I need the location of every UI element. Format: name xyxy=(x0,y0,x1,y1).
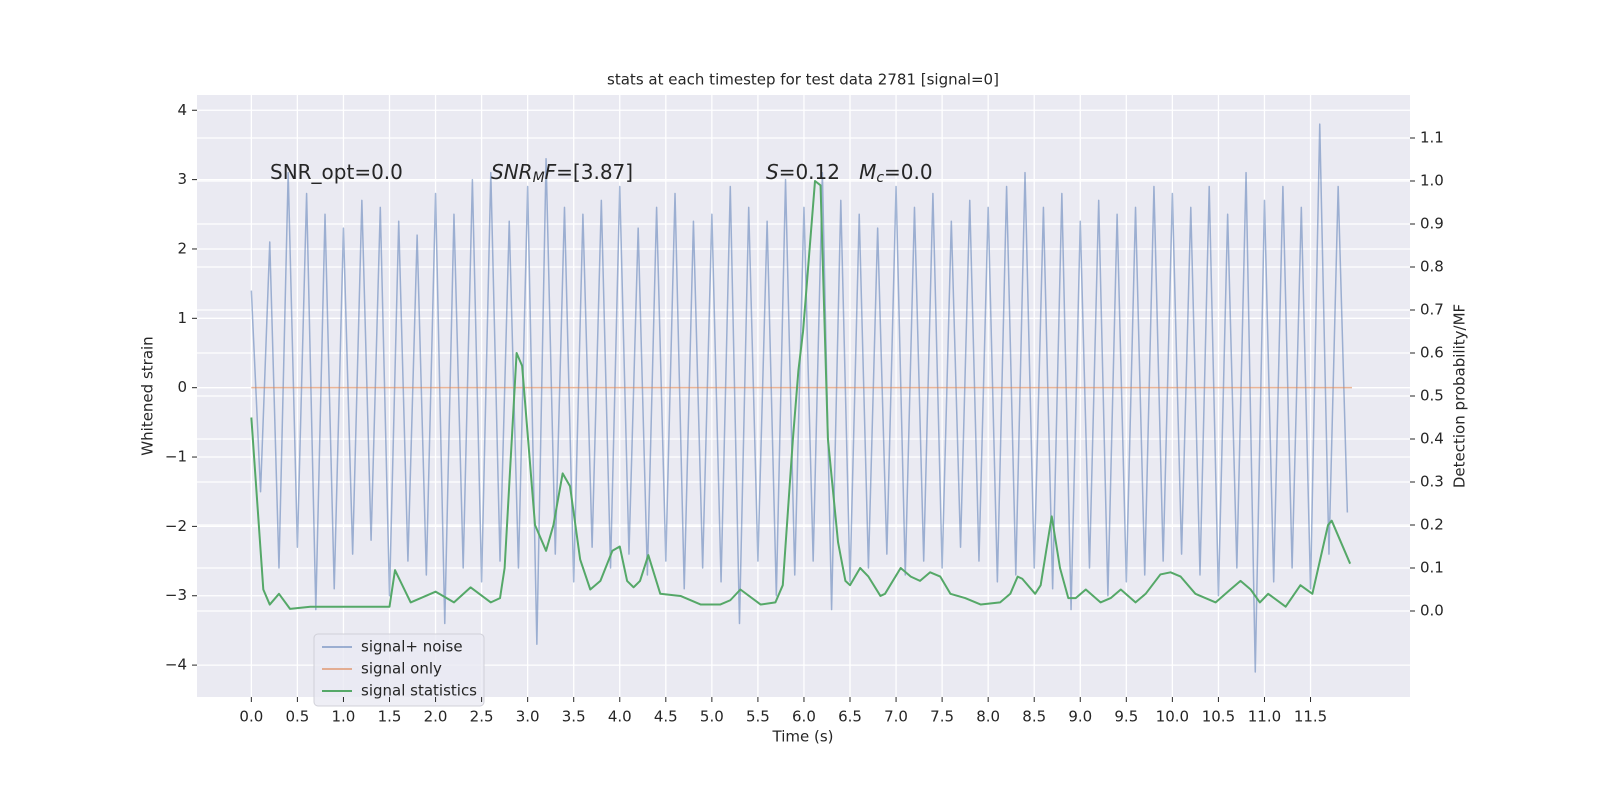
y-tick-label: −3 xyxy=(165,586,187,604)
legend-label: signal+ noise xyxy=(361,638,463,656)
annotation: SNRMF=[3.87] xyxy=(491,160,633,187)
annotation-part: SNR_opt=0.0 xyxy=(270,160,403,184)
y2-tick-label: 0.9 xyxy=(1420,215,1444,233)
x-tick-label: 0.5 xyxy=(285,708,309,726)
x-tick-label: 0.0 xyxy=(239,708,263,726)
x-tick-label: 1.0 xyxy=(332,708,356,726)
x-tick-label: 5.0 xyxy=(700,708,724,726)
annotation: S=0.12 Mc=0.0 xyxy=(766,160,933,187)
x-axis-label: Time (s) xyxy=(772,728,834,746)
y-tick-label: −1 xyxy=(165,448,187,466)
x-tick-label: 2.0 xyxy=(424,708,448,726)
annotation-part: =[3.87] xyxy=(556,160,633,184)
y-tick-label: 3 xyxy=(177,170,187,188)
chart-title: stats at each timestep for test data 278… xyxy=(607,71,999,89)
annotation-part: =0.0 xyxy=(884,160,933,184)
x-tick-label: 11.0 xyxy=(1248,708,1281,726)
x-tick-label: 4.5 xyxy=(654,708,678,726)
annotation-part: S xyxy=(766,160,779,184)
annotation-part: M xyxy=(859,160,876,184)
x-tick-label: 5.5 xyxy=(746,708,770,726)
y-tick-label: 2 xyxy=(177,239,187,257)
x-tick-label: 2.5 xyxy=(470,708,494,726)
y-tick-label: 4 xyxy=(177,101,187,119)
y-tick-label: 1 xyxy=(177,309,187,327)
x-tick-label: 10.0 xyxy=(1156,708,1189,726)
x-tick-label: 3.0 xyxy=(516,708,540,726)
legend-label: signal statistics xyxy=(361,682,477,700)
y2-tick-label: 0.8 xyxy=(1420,258,1444,276)
x-tick-label: 6.5 xyxy=(838,708,862,726)
x-tick-label: 8.5 xyxy=(1022,708,1046,726)
x-tick-label: 1.5 xyxy=(378,708,402,726)
annotation-part: c xyxy=(876,170,884,186)
annotation-part: F xyxy=(545,160,557,184)
y2-tick-label: 0.6 xyxy=(1420,344,1444,362)
y2-tick-label: 0.2 xyxy=(1420,516,1444,534)
annotation: SNR_opt=0.0 xyxy=(270,160,403,184)
legend: signal+ noise signal only signal statistic… xyxy=(313,633,485,707)
y2-tick-label: 0.0 xyxy=(1420,602,1444,620)
x-tick-label: 7.0 xyxy=(884,708,908,726)
marks xyxy=(250,123,1352,673)
x-tick-label: 3.5 xyxy=(562,708,586,726)
x-tick-label: 6.0 xyxy=(792,708,816,726)
y2-tick-label: 0.1 xyxy=(1420,559,1444,577)
annotation-part: SNR xyxy=(491,160,533,184)
series-line xyxy=(250,123,1349,673)
x-tick-label: 9.0 xyxy=(1068,708,1092,726)
y2-tick-label: 0.4 xyxy=(1420,430,1444,448)
y-tick-label: 0 xyxy=(177,378,187,396)
y2-tick-label: 1.1 xyxy=(1420,129,1444,147)
y2-tick-label: 0.5 xyxy=(1420,387,1444,405)
y2-tick-label: 1.0 xyxy=(1420,172,1444,190)
series-line xyxy=(250,180,1352,610)
y-axis-label: Whitened strain xyxy=(139,336,157,455)
y2-tick-label: 0.7 xyxy=(1420,301,1444,319)
annotation-part: M xyxy=(533,170,545,186)
x-tick-label: 7.5 xyxy=(930,708,954,726)
x-tick-label: 11.5 xyxy=(1294,708,1327,726)
y2-axis-label: Detection probability/MF xyxy=(1451,304,1469,488)
y-tick-label: −4 xyxy=(165,656,187,674)
x-tick-label: 9.5 xyxy=(1114,708,1138,726)
x-tick-label: 8.0 xyxy=(976,708,1000,726)
legend-label: signal only xyxy=(361,660,442,678)
x-tick-label: 4.0 xyxy=(608,708,632,726)
annotation-part: =0.12 xyxy=(779,160,859,184)
legend-box xyxy=(313,633,485,707)
x-tick-label: 10.5 xyxy=(1202,708,1235,726)
y2-tick-label: 0.3 xyxy=(1420,473,1444,491)
y-tick-label: −2 xyxy=(165,517,187,535)
